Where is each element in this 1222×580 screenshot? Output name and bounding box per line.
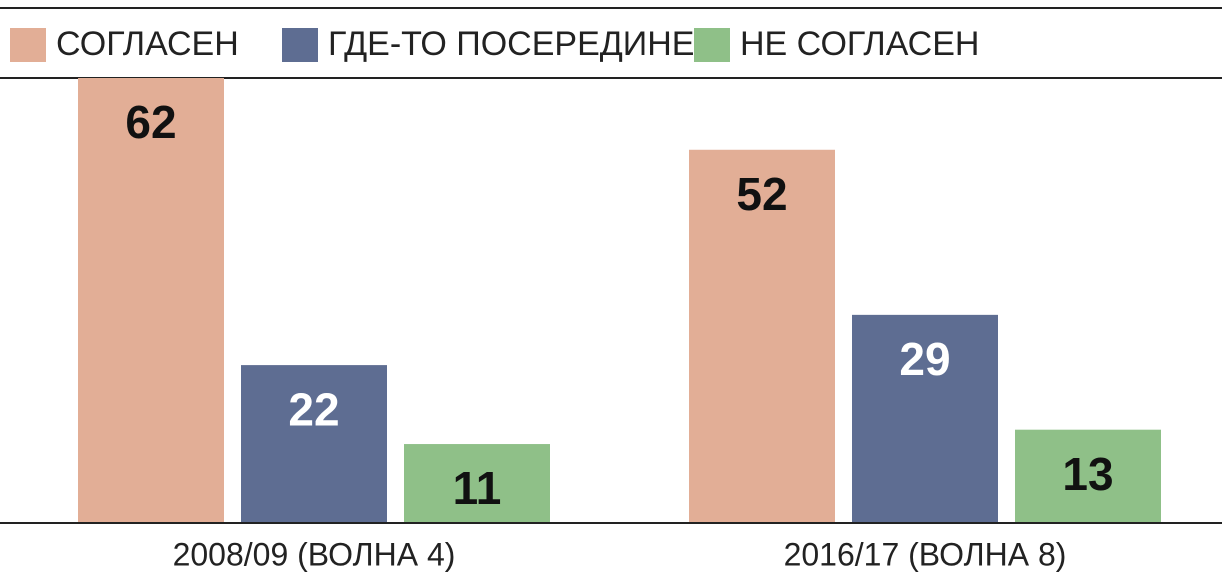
bar — [1015, 429, 1161, 523]
legend-label: НЕ СОГЛАСЕН — [740, 25, 979, 63]
bar — [241, 365, 387, 523]
value-label: 29 — [899, 333, 950, 385]
x-tick-label: 2008/09 (ВОЛНА 4) — [173, 536, 456, 572]
legend-swatch — [10, 28, 46, 62]
value-label: 62 — [125, 96, 176, 148]
value-label: 11 — [453, 462, 502, 514]
bar — [689, 149, 835, 523]
bar — [78, 78, 224, 523]
legend-swatch — [694, 28, 730, 62]
value-label: 52 — [736, 168, 787, 220]
legend-swatch — [282, 28, 318, 62]
x-tick-label: 2016/17 (ВОЛНА 8) — [784, 536, 1067, 572]
bar — [404, 444, 550, 523]
value-label: 22 — [288, 383, 339, 435]
bar — [852, 314, 998, 523]
legend-label: ГДЕ-ТО ПОСЕРЕДИНЕ — [328, 25, 694, 63]
legend-label: СОГЛАСЕН — [56, 25, 239, 63]
value-label: 13 — [1062, 448, 1113, 500]
